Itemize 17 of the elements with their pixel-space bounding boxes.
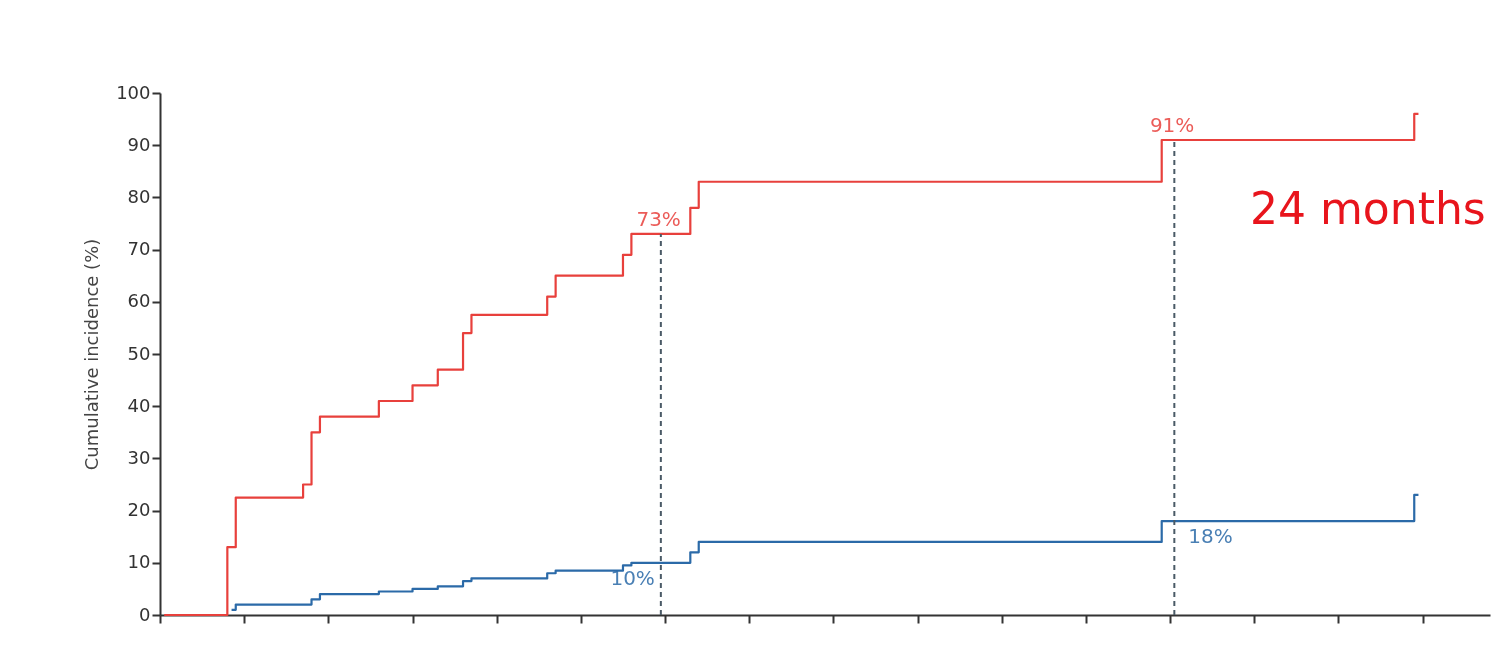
y-axis-title: Cumulative incidence (%) <box>81 238 103 471</box>
y-tick-label: 60 <box>127 290 151 312</box>
y-tick-label: 40 <box>127 394 151 416</box>
annotation: 91% <box>1149 112 1195 137</box>
y-tick-label: 70 <box>127 238 151 260</box>
y-tick-label: 90 <box>127 133 151 155</box>
y-tick-label: 80 <box>127 185 151 207</box>
annotation: 24 months <box>1250 183 1486 234</box>
y-tick-label: 100 <box>116 81 151 103</box>
y-tick-label: 30 <box>127 446 151 468</box>
y-tick-label: 50 <box>127 342 151 364</box>
annotation: 73% <box>636 206 681 231</box>
annotation: 10% <box>610 565 655 590</box>
y-tick-label: 20 <box>127 499 151 521</box>
y-tick-label: 0 <box>139 603 151 625</box>
y-tick-label: 10 <box>127 551 151 573</box>
annotation: 18% <box>1188 524 1233 549</box>
